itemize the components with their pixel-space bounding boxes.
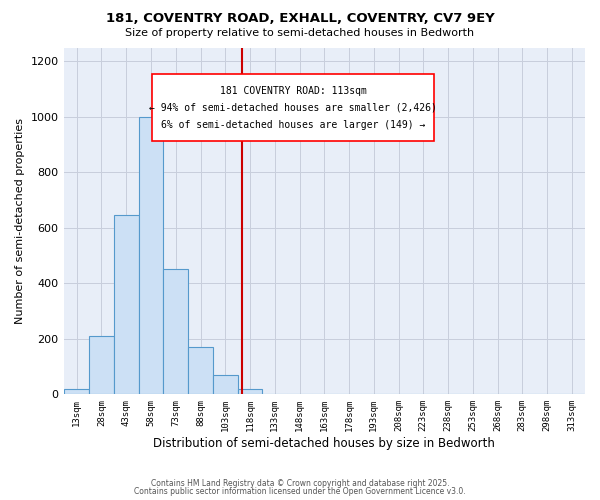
Text: ← 94% of semi-detached houses are smaller (2,426): ← 94% of semi-detached houses are smalle… bbox=[149, 103, 437, 113]
Text: Contains public sector information licensed under the Open Government Licence v3: Contains public sector information licen… bbox=[134, 487, 466, 496]
X-axis label: Distribution of semi-detached houses by size in Bedworth: Distribution of semi-detached houses by … bbox=[154, 437, 495, 450]
Text: Contains HM Land Registry data © Crown copyright and database right 2025.: Contains HM Land Registry data © Crown c… bbox=[151, 478, 449, 488]
Text: 181, COVENTRY ROAD, EXHALL, COVENTRY, CV7 9EY: 181, COVENTRY ROAD, EXHALL, COVENTRY, CV… bbox=[106, 12, 494, 26]
Bar bbox=[163, 270, 188, 394]
Y-axis label: Number of semi-detached properties: Number of semi-detached properties bbox=[15, 118, 25, 324]
Text: 6% of semi-detached houses are larger (149) →: 6% of semi-detached houses are larger (1… bbox=[161, 120, 425, 130]
Bar bbox=[64, 389, 89, 394]
Bar bbox=[114, 216, 139, 394]
FancyBboxPatch shape bbox=[152, 74, 434, 141]
Bar bbox=[89, 336, 114, 394]
Bar bbox=[188, 347, 213, 395]
Text: Size of property relative to semi-detached houses in Bedworth: Size of property relative to semi-detach… bbox=[125, 28, 475, 38]
Bar bbox=[238, 389, 262, 394]
Text: 181 COVENTRY ROAD: 113sqm: 181 COVENTRY ROAD: 113sqm bbox=[220, 86, 367, 96]
Bar bbox=[213, 375, 238, 394]
Bar bbox=[139, 117, 163, 394]
